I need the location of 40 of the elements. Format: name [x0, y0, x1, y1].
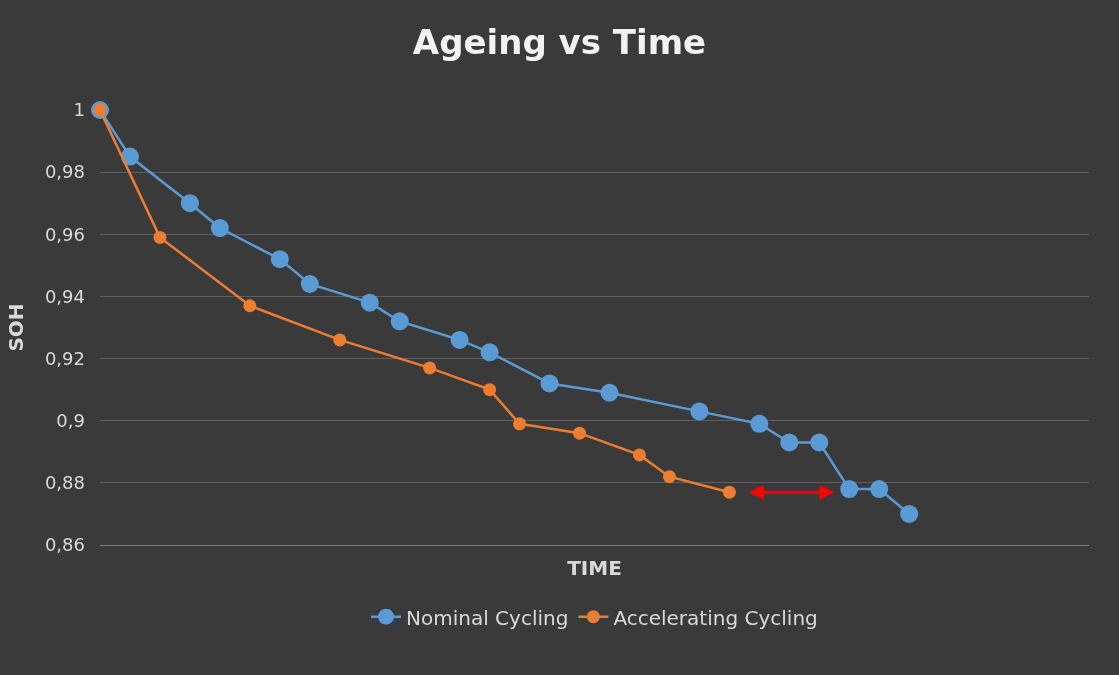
y-tick-label: 1: [73, 99, 85, 121]
point: [210, 219, 229, 238]
y-axis-title: SOH: [4, 303, 29, 352]
point: [722, 485, 736, 499]
point: [840, 480, 859, 499]
y-tick-label: 0,94: [44, 285, 85, 307]
point: [870, 480, 889, 499]
point: [360, 293, 379, 312]
point: [632, 448, 646, 462]
y-tick-label: 0,98: [44, 161, 85, 183]
point: [480, 343, 499, 362]
point: [270, 250, 289, 269]
point: [780, 433, 799, 452]
point: [390, 312, 409, 331]
legend-label: Accelerating Cycling: [613, 605, 818, 630]
point: [810, 433, 829, 452]
chart-title: Ageing vs Time: [412, 22, 707, 63]
legend-label: Nominal Cycling: [406, 605, 569, 630]
y-tick-label: 0,92: [44, 347, 85, 369]
point: [483, 383, 497, 397]
point: [690, 402, 709, 421]
point: [333, 333, 347, 347]
point: [423, 361, 437, 375]
y-tick-label: 0,86: [44, 534, 85, 556]
point: [662, 470, 676, 484]
point: [540, 374, 559, 393]
point: [180, 194, 199, 213]
point: [450, 330, 469, 349]
y-tick-label: 0,88: [44, 472, 85, 494]
x-axis-title: TIME: [567, 555, 622, 580]
point: [750, 414, 769, 433]
y-tick-label: 0,96: [44, 223, 85, 245]
point: [573, 426, 587, 440]
point: [513, 417, 527, 431]
point: [600, 383, 619, 402]
point: [243, 299, 257, 313]
y-tick-label: 0,9: [56, 410, 85, 432]
point: [153, 230, 167, 244]
point: [900, 504, 919, 523]
point: [300, 275, 319, 293]
